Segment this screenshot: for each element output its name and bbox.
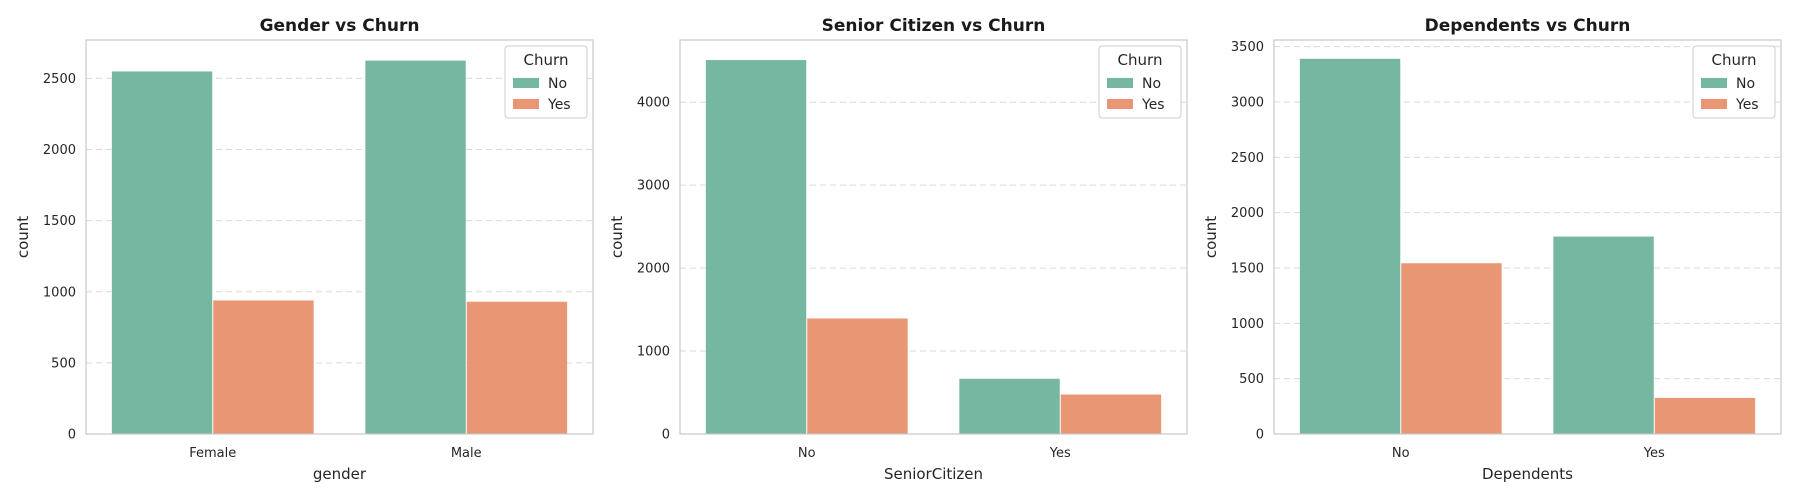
y-tick-label: 2000 xyxy=(43,143,76,158)
y-tick-label: 2500 xyxy=(43,72,76,87)
plot-frame xyxy=(85,39,594,435)
x-tick-label: Female xyxy=(189,446,236,461)
bar-yes-no xyxy=(1553,236,1654,434)
x-tick-label: No xyxy=(1392,446,1410,461)
y-axis-label: count xyxy=(14,216,32,258)
bar-no-no xyxy=(1299,58,1401,434)
x-axis-label: Dependents xyxy=(1482,465,1573,483)
legend-label-no: No xyxy=(548,76,567,92)
x-tick-label: No xyxy=(798,446,816,461)
y-tick-label: 2000 xyxy=(1231,206,1264,221)
legend-swatch-no xyxy=(1107,78,1133,88)
legend-swatch-no xyxy=(1701,78,1727,88)
legend-label-yes: Yes xyxy=(1141,97,1165,113)
chart-title: Senior Citizen vs Churn xyxy=(822,16,1046,36)
x-tick-label: Yes xyxy=(1049,446,1071,461)
y-tick-label: 0 xyxy=(662,428,670,443)
y-tick-label: 0 xyxy=(68,428,76,443)
legend-title: Churn xyxy=(524,51,569,69)
legend-label-no: No xyxy=(1736,76,1755,92)
bar-no-yes xyxy=(1401,263,1502,434)
y-tick-label: 1000 xyxy=(637,345,670,360)
y-axis-label: count xyxy=(608,216,626,258)
bar-yes-yes xyxy=(1654,397,1756,434)
y-tick-label: 1500 xyxy=(1231,261,1264,276)
y-tick-label: 0 xyxy=(1256,428,1264,443)
chart-3: 0 500 1000 1500 2000 2500 3000 3500 No Yes Depende… xyxy=(1202,16,1782,483)
chart-title: Gender vs Churn xyxy=(260,16,420,36)
y-tick-label: 500 xyxy=(51,356,76,371)
bar-male-no xyxy=(365,60,466,435)
legend-swatch-no xyxy=(513,78,539,88)
bar-no-no xyxy=(705,60,807,434)
y-tick-label: 3000 xyxy=(637,179,670,194)
plot-frame xyxy=(1273,39,1782,435)
y-tick-label: 3000 xyxy=(1231,95,1264,110)
legend-swatch-yes xyxy=(1701,99,1727,109)
chart-2: 0 1000 2000 3000 4000 No Yes SeniorCitizen count… xyxy=(608,16,1188,483)
y-tick-label: 500 xyxy=(1239,372,1264,387)
chart-1: 0 500 1000 1500 2000 2500 Female Male gender coun… xyxy=(14,16,594,483)
y-tick-label: 2000 xyxy=(637,262,670,277)
legend-label-yes: Yes xyxy=(1735,97,1759,113)
chart-title: Dependents vs Churn xyxy=(1425,16,1631,36)
y-tick-label: 1500 xyxy=(43,214,76,229)
legend: Churn No Yes xyxy=(1692,45,1776,119)
y-axis-label: count xyxy=(1202,216,1220,258)
legend-label-yes: Yes xyxy=(547,97,571,113)
bar-no-yes xyxy=(807,318,908,434)
y-tick-label: 3500 xyxy=(1231,40,1264,55)
y-tick-label: 1000 xyxy=(1231,317,1264,332)
bar-yes-no xyxy=(959,378,1060,434)
bar-female-yes xyxy=(213,300,314,434)
y-tick-label: 1000 xyxy=(43,285,76,300)
bar-female-no xyxy=(111,71,213,434)
plot-frame xyxy=(679,39,1188,435)
y-tick-label: 4000 xyxy=(637,96,670,111)
legend-title: Churn xyxy=(1712,51,1757,69)
x-axis-label: gender xyxy=(313,465,367,483)
bar-yes-yes xyxy=(1060,394,1162,434)
legend-label-no: No xyxy=(1142,76,1161,92)
legend: Churn No Yes xyxy=(1098,45,1182,119)
legend-title: Churn xyxy=(1118,51,1163,69)
x-axis-label: SeniorCitizen xyxy=(884,465,983,483)
x-tick-label: Male xyxy=(451,446,482,461)
y-tick-label: 2500 xyxy=(1231,151,1264,166)
legend-swatch-yes xyxy=(1107,99,1133,109)
legend-swatch-yes xyxy=(513,99,539,109)
x-tick-label: Yes xyxy=(1643,446,1665,461)
bar-male-yes xyxy=(466,301,568,434)
legend: Churn No Yes xyxy=(504,45,588,119)
